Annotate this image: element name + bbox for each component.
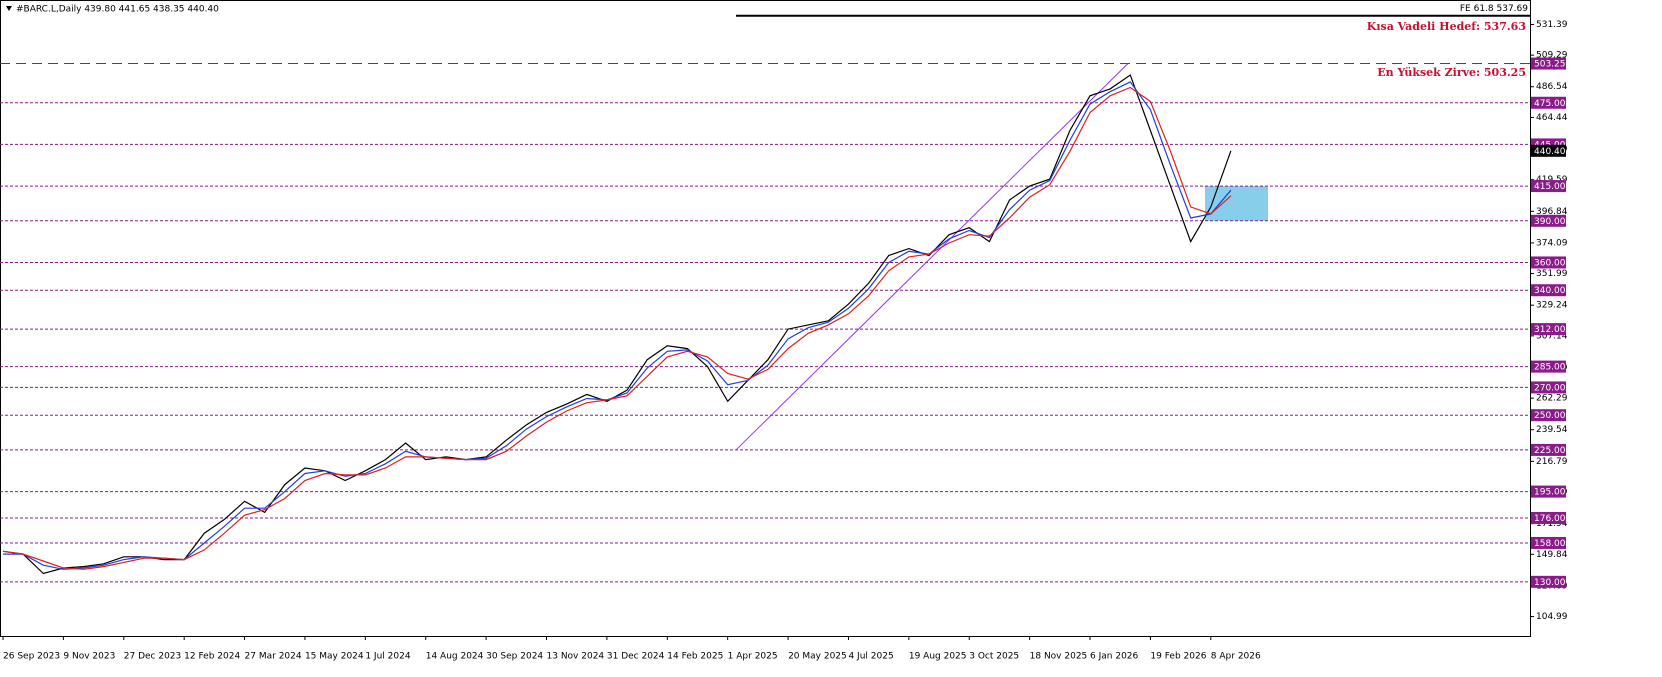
level-label: 250.00 <box>1534 411 1566 421</box>
x-tick-label: 31 Dec 2024 <box>607 652 665 662</box>
level-label: 130.00 <box>1534 578 1566 588</box>
level-label: 503.25 <box>1534 60 1566 70</box>
y-tick-label: 307.14 <box>1536 331 1568 341</box>
level-label: 270.00 <box>1534 383 1566 393</box>
current-price-box <box>1531 144 1566 157</box>
x-tick-label: 4 Jul 2025 <box>848 652 893 662</box>
level-label: 475.00 <box>1534 99 1566 109</box>
y-tick-label: 329.24 <box>1536 301 1568 311</box>
x-tick-label: 19 Aug 2025 <box>909 652 967 662</box>
x-tick-label: 3 Oct 2025 <box>969 652 1019 662</box>
target-zone <box>1205 186 1268 221</box>
level-box <box>1531 323 1566 336</box>
level-box <box>1531 96 1566 109</box>
fe-label: FE 61.8 537.69 <box>1460 4 1528 14</box>
level-label: 158.00 <box>1534 539 1566 549</box>
level-label: 195.00 <box>1534 488 1566 498</box>
level-box <box>1531 214 1566 227</box>
annotation: En Yüksek Zirve: 503.25 <box>1377 66 1526 79</box>
y-tick-label: 486.54 <box>1536 82 1568 92</box>
level-label: 360.00 <box>1534 258 1566 268</box>
y-tick-label: 464.44 <box>1536 113 1568 123</box>
series-line <box>2 86 1232 570</box>
y-tick-label: 239.54 <box>1536 425 1568 435</box>
x-tick-label: 26 Sep 2023 <box>3 652 60 662</box>
x-tick-label: 9 Nov 2023 <box>63 652 115 662</box>
level-box <box>1531 575 1566 588</box>
x-tick-label: 8 Apr 2026 <box>1211 652 1261 662</box>
series-line <box>2 74 1232 575</box>
x-tick-label: 19 Feb 2026 <box>1150 652 1206 662</box>
x-tick-label: 13 Nov 2024 <box>547 652 605 662</box>
x-tick-label: 14 Feb 2025 <box>667 652 723 662</box>
y-tick-label: 374.09 <box>1536 238 1568 248</box>
level-label: 390.00 <box>1534 217 1566 227</box>
level-box <box>1531 443 1566 456</box>
series-line <box>3 81 1232 570</box>
level-label: 285.00 <box>1534 363 1566 373</box>
x-tick-label: 1 Jul 2024 <box>365 652 410 662</box>
level-box <box>1531 256 1566 269</box>
level-box <box>1531 536 1566 549</box>
chart-title: #BARC.L,Daily 439.80 441.65 438.35 440.4… <box>16 5 219 15</box>
level-label: 176.00 <box>1534 514 1566 524</box>
level-box <box>1531 511 1566 524</box>
x-tick-label: 18 Nov 2025 <box>1030 652 1088 662</box>
current-price-label: 440.40 <box>1534 147 1566 157</box>
x-tick-label: 1 Apr 2025 <box>728 652 778 662</box>
x-tick-label: 12 Feb 2024 <box>184 652 240 662</box>
x-tick-label: 15 May 2024 <box>305 652 364 662</box>
level-box <box>1531 485 1566 498</box>
y-tick-label: 531.39 <box>1536 20 1568 30</box>
y-tick-label: 509.29 <box>1536 51 1568 61</box>
x-tick-label: 20 May 2025 <box>788 652 847 662</box>
x-tick-label: 30 Sep 2024 <box>486 652 543 662</box>
level-box <box>1531 381 1566 394</box>
level-box <box>1531 180 1566 193</box>
y-tick-label: 104.99 <box>1536 612 1568 622</box>
level-box <box>1531 360 1566 373</box>
y-tick-label: 171.94 <box>1536 519 1568 529</box>
level-label: 340.00 <box>1534 286 1566 296</box>
x-tick-label: 6 Jan 2026 <box>1090 652 1138 662</box>
y-tick-label: 149.84 <box>1536 550 1568 560</box>
level-label: 225.00 <box>1534 446 1566 456</box>
level-box <box>1531 57 1566 70</box>
y-tick-label: 396.84 <box>1536 207 1568 217</box>
level-box <box>1531 409 1566 422</box>
y-tick-label: 216.79 <box>1536 457 1568 467</box>
plot-frame <box>0 0 1531 637</box>
level-label: 415.00 <box>1534 182 1566 192</box>
y-tick-label: 262.29 <box>1536 394 1568 404</box>
level-label: 312.00 <box>1534 325 1566 335</box>
x-tick-label: 27 Mar 2024 <box>245 652 302 662</box>
x-tick-label: 14 Aug 2024 <box>426 652 484 662</box>
level-box <box>1531 284 1566 297</box>
trendline <box>735 63 1129 451</box>
chart-icon <box>6 6 12 11</box>
x-tick-label: 27 Dec 2023 <box>124 652 182 662</box>
annotation: Kısa Vadeli Hedef: 537.63 <box>1367 20 1526 33</box>
y-tick-label: 351.99 <box>1536 269 1568 279</box>
